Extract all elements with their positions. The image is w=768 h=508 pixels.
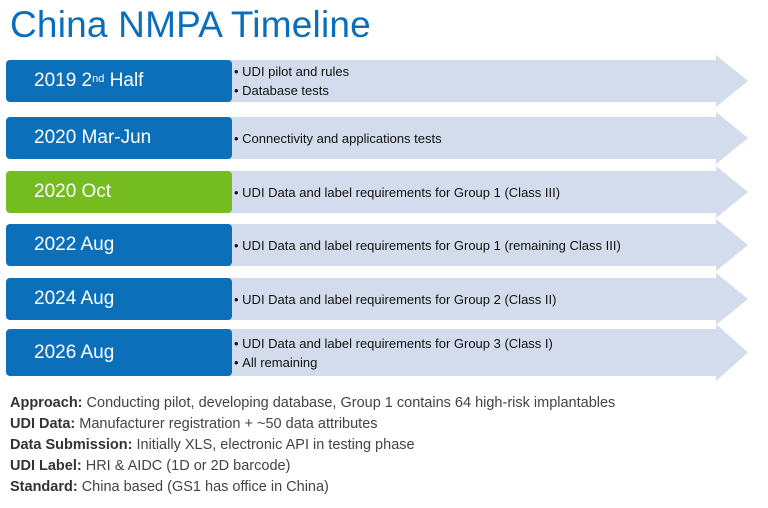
timeline-row-2022-aug: 2022 Aug UDI Data and label requirements…	[6, 224, 748, 266]
note-label: UDI Data:	[10, 416, 76, 432]
note-text: China based (GS1 has office in China)	[77, 479, 329, 495]
note-text: Manufacturer registration + ~50 data att…	[75, 416, 378, 432]
note-udi-label: UDI Label: HRI & AIDC (1D or 2D barcode)	[10, 456, 615, 477]
bullet-item: UDI pilot and rules	[234, 62, 714, 81]
timeline-bullets: UDI Data and label requirements for Grou…	[234, 278, 714, 320]
timeline-date: 2026 Aug	[6, 329, 232, 376]
note-text: Initially XLS, electronic API in testing…	[132, 437, 415, 453]
note-data-submission: Data Submission: Initially XLS, electron…	[10, 435, 615, 456]
bullet-item: Database tests	[234, 81, 714, 100]
bullet-item: Connectivity and applications tests	[234, 129, 714, 148]
timeline-row-2024-aug: 2024 Aug UDI Data and label requirements…	[6, 278, 748, 320]
timeline-date-highlighted: 2020 Oct	[6, 171, 232, 213]
timeline-bullets: UDI Data and label requirements for Grou…	[234, 224, 714, 266]
timeline-row-2020-mar-jun: 2020 Mar-Jun Connectivity and applicatio…	[6, 117, 748, 159]
timeline-date: 2022 Aug	[6, 224, 232, 266]
date-superscript: nd	[92, 73, 105, 85]
note-text: HRI & AIDC (1D or 2D barcode)	[81, 458, 291, 474]
note-udi-data: UDI Data: Manufacturer registration + ~5…	[10, 414, 615, 435]
timeline-row-2019: 2019 2nd Half UDI pilot and rules Databa…	[6, 60, 748, 102]
timeline-row-2026-aug: 2026 Aug UDI Data and label requirements…	[6, 329, 748, 376]
note-text: Conducting pilot, developing database, G…	[82, 395, 616, 411]
bullet-item: UDI Data and label requirements for Grou…	[234, 334, 714, 353]
timeline-bullets: UDI Data and label requirements for Grou…	[234, 171, 714, 213]
note-standard: Standard: China based (GS1 has office in…	[10, 477, 615, 498]
timeline-bullets: UDI pilot and rules Database tests	[234, 60, 714, 102]
timeline-date: 2024 Aug	[6, 278, 232, 320]
notes-section: Approach: Conducting pilot, developing d…	[10, 393, 615, 498]
bullet-item: UDI Data and label requirements for Grou…	[234, 290, 714, 309]
timeline-row-2020-oct: 2020 Oct UDI Data and label requirements…	[6, 171, 748, 213]
bullet-item: UDI Data and label requirements for Grou…	[234, 183, 714, 202]
note-label: UDI Label:	[10, 458, 82, 474]
timeline-bullets: UDI Data and label requirements for Grou…	[234, 329, 714, 376]
date-main: 2019 2	[34, 70, 93, 91]
timeline-date: 2020 Mar-Jun	[6, 117, 232, 159]
bullet-item: All remaining	[234, 353, 714, 372]
date-rest: Half	[104, 70, 144, 91]
timeline-bullets: Connectivity and applications tests	[234, 117, 714, 159]
note-label: Standard:	[10, 479, 78, 495]
note-approach: Approach: Conducting pilot, developing d…	[10, 393, 615, 414]
page-title: China NMPA Timeline	[10, 4, 371, 45]
bullet-item: UDI Data and label requirements for Grou…	[234, 236, 714, 255]
note-label: Approach:	[10, 395, 83, 411]
note-label: Data Submission:	[10, 437, 133, 453]
